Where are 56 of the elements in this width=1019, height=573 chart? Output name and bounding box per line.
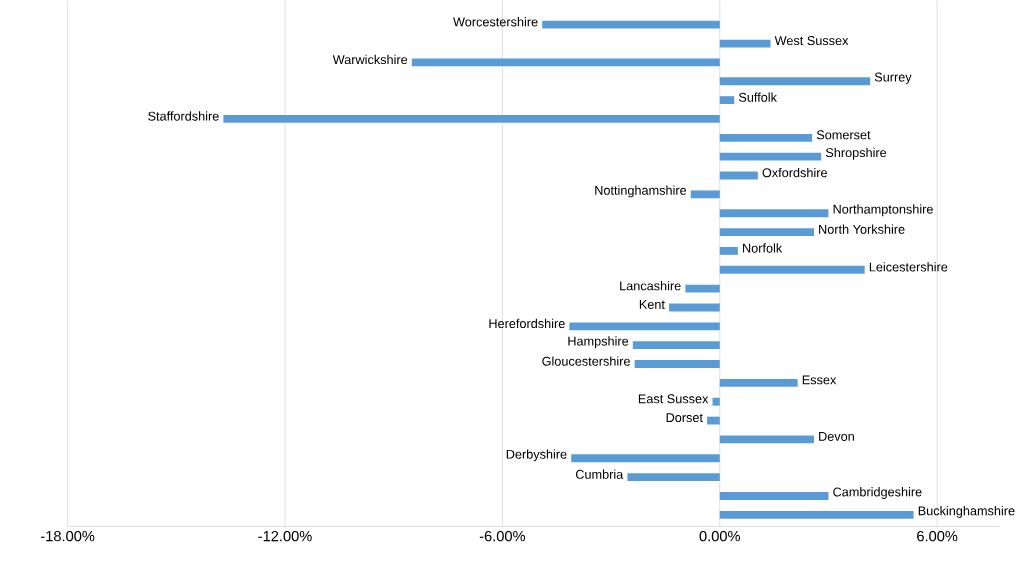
- x-tick-label: 6.00%: [917, 531, 958, 542]
- y-tick-label: Essex: [802, 375, 837, 385]
- x-tick-label: -18.00%: [41, 531, 95, 542]
- y-tick-label: Devon: [819, 432, 854, 442]
- y-tick-label: Norfolk: [743, 243, 783, 253]
- bar: [719, 134, 813, 142]
- bar: [719, 228, 814, 237]
- y-tick-label: Staffordshire: [148, 111, 219, 121]
- bar: [719, 247, 738, 256]
- y-tick-label: Nottinghamshire: [595, 185, 687, 198]
- y-tick-label: North Yorkshire: [819, 224, 905, 234]
- y-tick-label: East Sussex: [638, 394, 709, 404]
- bar: [719, 209, 829, 218]
- y-tick-label: Kent: [639, 300, 665, 310]
- bar: [569, 322, 720, 331]
- bar: [719, 511, 914, 519]
- y-tick-label: Herefordshire: [489, 318, 565, 329]
- bar: [542, 20, 720, 29]
- x-tick-label: 0.00%: [699, 531, 741, 542]
- bar: [719, 152, 822, 161]
- y-tick-label: Hampshire: [568, 336, 629, 349]
- y-tick-label: Buckinghamshire: [918, 506, 1015, 518]
- y-tick-label: Cambridgeshire: [833, 487, 922, 500]
- y-tick-label: Shropshire: [825, 148, 887, 160]
- bar: [719, 266, 865, 274]
- bar: [707, 416, 720, 425]
- bar: [719, 379, 798, 387]
- bar: [411, 58, 720, 67]
- y-tick-label: Leicestershire: [869, 262, 948, 272]
- y-tick-label: Dorset: [666, 413, 703, 423]
- y-tick-label: Suffolk: [738, 92, 777, 103]
- y-tick-label: Oxfordshire: [762, 168, 827, 178]
- y-tick-label: Derbyshire: [506, 449, 567, 462]
- bar: [634, 360, 720, 369]
- y-tick-label: Somerset: [816, 130, 871, 140]
- bar: [690, 190, 720, 199]
- bar: [719, 96, 735, 105]
- bar: [571, 454, 720, 463]
- bar: [223, 115, 720, 124]
- y-tick-label: Northamptonshire: [833, 204, 933, 217]
- bar: [669, 303, 720, 312]
- y-tick-label: Cumbria: [575, 469, 624, 480]
- x-tick-label: -6.00%: [479, 531, 526, 542]
- y-tick-label: West Sussex: [774, 36, 849, 46]
- bar: [627, 473, 720, 482]
- y-tick-label: Worcestershire: [453, 17, 538, 27]
- y-tick-label: Warwickshire: [332, 55, 408, 65]
- bar: [719, 492, 829, 501]
- bar: [632, 341, 720, 350]
- x-tick-label: -12.00%: [258, 531, 312, 542]
- bar: [685, 284, 720, 293]
- y-tick-label: Surrey: [874, 72, 912, 85]
- bar: [719, 77, 871, 86]
- y-tick-label: Gloucestershire: [542, 356, 630, 366]
- y-tick-label: Lancashire: [620, 281, 681, 291]
- bar: [712, 398, 720, 406]
